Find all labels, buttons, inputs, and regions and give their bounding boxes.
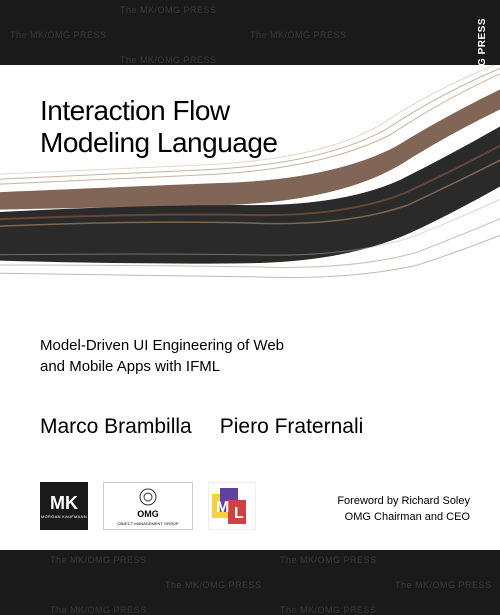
authors: Marco Brambilla Piero Fraternali <box>40 415 363 439</box>
book-cover: Interaction Flow Modeling Language Model… <box>0 65 500 550</box>
omg-logo-main: OMG <box>137 509 159 519</box>
foreword-line-1: Foreword by Richard Soley <box>337 494 470 509</box>
watermark: The MK/OMG PRESS <box>50 555 147 565</box>
watermark: The MK/OMG PRESS <box>250 30 347 40</box>
book-title: Interaction Flow Modeling Language <box>40 95 277 159</box>
watermark: The MK/OMG PRESS <box>280 605 377 615</box>
mk-logo-sub: MORGAN KAUFMANN <box>41 514 87 519</box>
book-subtitle: Model-Driven UI Engineering of Web and M… <box>40 335 284 377</box>
svg-text:L: L <box>234 505 244 522</box>
watermark: The MK/OMG PRESS <box>10 30 107 40</box>
watermark: The MK/OMG PRESS <box>50 605 147 615</box>
author-1: Marco Brambilla <box>40 415 192 439</box>
foreword-line-2: OMG Chairman and CEO <box>337 510 470 525</box>
omg-logo-sub: OBJECT MANAGEMENT GROUP <box>117 521 178 526</box>
title-line-1: Interaction Flow <box>40 95 277 127</box>
watermark: The MK/OMG PRESS <box>395 580 492 590</box>
mk-logo-main: MK <box>50 493 78 514</box>
foreword-credit: Foreword by Richard Soley OMG Chairman a… <box>337 494 470 525</box>
omg-logo: OMG OBJECT MANAGEMENT GROUP <box>103 482 193 530</box>
mk-logo: MK MORGAN KAUFMANN <box>40 482 88 530</box>
subtitle-line-2: and Mobile Apps with IFML <box>40 356 284 377</box>
ml-logo: M L <box>208 482 256 530</box>
watermark: The MK/OMG PRESS <box>120 55 217 65</box>
subtitle-line-1: Model-Driven UI Engineering of Web <box>40 335 284 356</box>
title-line-2: Modeling Language <box>40 127 277 159</box>
watermark: The MK/OMG PRESS <box>280 555 377 565</box>
svg-text:M: M <box>216 499 229 516</box>
publisher-logos: MK MORGAN KAUFMANN OMG OBJECT MANAGEMENT… <box>40 482 256 530</box>
watermark: The MK/OMG PRESS <box>165 580 262 590</box>
watermark: The MK/OMG PRESS <box>120 5 217 15</box>
author-2: Piero Fraternali <box>220 415 364 439</box>
